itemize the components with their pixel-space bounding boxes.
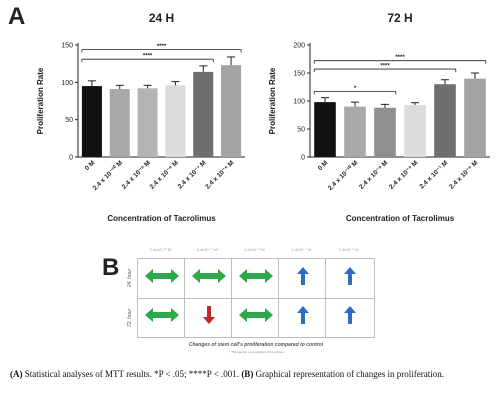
significance-label: ****: [395, 55, 405, 61]
up-arrow-icon: [296, 306, 309, 329]
column-header: 2.4x10⁻⁶ M: [338, 247, 359, 252]
panel-a-letter: A: [8, 3, 26, 30]
significance-label: ****: [143, 54, 153, 60]
x-tick-label: 2.4 x 10⁻⁹ M: [358, 159, 389, 190]
x-tick-label: 2.4 x 10⁻⁷ M: [418, 159, 449, 190]
double-arrow-icon: [238, 269, 273, 288]
chart-title: 72 H: [387, 11, 412, 25]
column-header: 2.4x10⁻¹⁰ M: [149, 247, 172, 252]
caption-label-a: (A): [10, 369, 23, 379]
x-tick-label: 2.4 x 10⁻¹⁰ M: [326, 159, 359, 192]
y-tick-label: 150: [293, 71, 305, 78]
y-tick-label: 200: [293, 43, 305, 50]
x-tick-label: 2.4 x 10⁻¹⁰ M: [91, 159, 124, 192]
double-arrow-icon: [144, 269, 179, 288]
chart-title: 24 H: [149, 11, 174, 25]
bar: [434, 84, 456, 157]
change-grid: [137, 258, 375, 338]
grid-cell: [138, 259, 185, 298]
y-tick-label: 0: [69, 155, 73, 162]
figure-caption: (A) Statistical analyses of MTT results.…: [10, 368, 494, 380]
y-axis-label: Proliferation Rate: [36, 67, 45, 134]
x-axis-label: Concentration of Tacrolimus: [107, 214, 216, 223]
caption-text-a: Statistical analyses of MTT results. *P …: [22, 369, 242, 379]
y-tick-label: 100: [293, 99, 305, 106]
grid-cell: [138, 298, 185, 337]
panel-b-letter: B: [102, 254, 120, 281]
caption-text-b: Graphical representation of changes in p…: [253, 369, 444, 379]
bar: [137, 88, 158, 157]
row-label-24h: 24. hour: [127, 268, 134, 288]
grid-cell: [279, 259, 326, 298]
bar: [81, 86, 102, 157]
x-axis-label: Concentration of Tacrolimus: [346, 214, 455, 223]
grid-cell: [326, 259, 373, 298]
y-tick-label: 50: [65, 117, 73, 124]
row-label-72h: 72. hour: [127, 308, 134, 328]
down-arrow-icon: [202, 306, 215, 329]
bar: [221, 65, 242, 157]
panel-b-note: *: Therapeutic concentration of tacrolim…: [228, 350, 284, 354]
significance-label: ****: [157, 44, 167, 50]
x-tick-label: 2.4 x 10⁻⁶ M: [448, 159, 479, 190]
grid-divider: [138, 298, 374, 299]
x-tick-label: 2.4 x 10⁻⁹ M: [121, 159, 152, 190]
y-tick-label: 0: [301, 155, 305, 162]
grid-cell: [326, 298, 373, 337]
y-tick-label: 100: [61, 80, 73, 87]
y-tick-label: 50: [297, 127, 305, 134]
grid-cell: [185, 298, 232, 337]
y-axis-label: Proliferation Rate: [268, 67, 277, 134]
grid-cell: [279, 298, 326, 337]
double-arrow-icon: [144, 308, 179, 327]
up-arrow-icon: [343, 306, 356, 329]
bar: [109, 89, 130, 157]
column-headers: 2.4x10⁻¹⁰ M 2.4x10⁻⁹ M* 2.4x10⁻⁸ M 2.4x1…: [137, 243, 375, 257]
x-tick-label: 0 M: [317, 159, 330, 172]
grid-cell: [185, 259, 232, 298]
up-arrow-icon: [296, 267, 309, 290]
bar: [165, 85, 186, 157]
up-arrow-icon: [343, 267, 356, 290]
x-tick-label: 2.4 x 10⁻⁸ M: [149, 159, 180, 190]
grid-divider: [325, 259, 326, 337]
bar: [404, 104, 426, 157]
significance-label: *: [354, 86, 357, 92]
grid-divider: [184, 259, 185, 337]
double-arrow-icon: [238, 308, 273, 327]
caption-label-b: (B): [241, 369, 254, 379]
y-tick-label: 150: [61, 43, 73, 50]
significance-label: ****: [380, 64, 390, 70]
bar: [193, 71, 214, 157]
column-header: 2.4x10⁻⁸ M: [244, 247, 265, 252]
x-tick-label: 2.4 x 10⁻⁸ M: [388, 159, 419, 190]
double-arrow-icon: [191, 269, 226, 288]
grid-cell: [232, 298, 279, 337]
x-tick-label: 2.4 x 10⁻⁶ M: [204, 159, 235, 190]
grid-divider: [278, 259, 279, 337]
bar: [314, 102, 336, 157]
bar: [464, 78, 486, 157]
grid-cell: [232, 259, 279, 298]
x-tick-label: 0 M: [84, 159, 97, 172]
grid-divider: [231, 259, 232, 337]
panel-b-footer: Changes of stem cell's proliferation com…: [188, 342, 324, 348]
bar: [344, 106, 366, 157]
column-header: 2.4x10⁻⁹ M*: [196, 247, 219, 252]
bar: [374, 107, 396, 157]
column-header: 2.4x10⁻⁷ M: [291, 247, 312, 252]
